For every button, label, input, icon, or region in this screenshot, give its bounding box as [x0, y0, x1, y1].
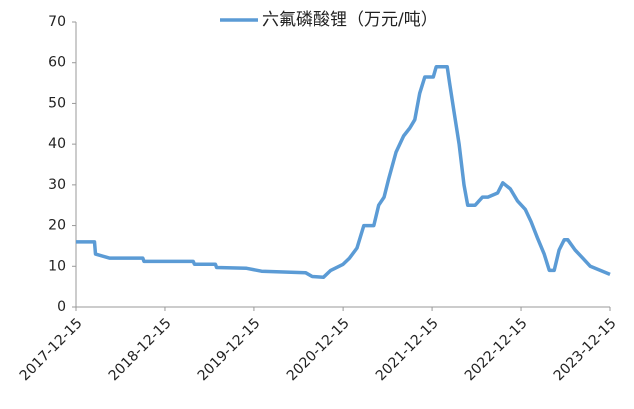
y-tick-label: 50: [48, 95, 66, 111]
x-tick-label: 2023-12-15: [551, 315, 620, 384]
y-tick-label: 10: [48, 258, 66, 274]
y-tick-label: 20: [48, 218, 66, 234]
y-tick-label: 70: [48, 14, 66, 30]
x-tick-label: 2019-12-15: [195, 315, 264, 384]
y-tick-label: 40: [48, 136, 66, 152]
x-tick-label: 2022-12-15: [462, 315, 531, 384]
legend-label: 六氟磷酸锂（万元/吨）: [262, 10, 438, 30]
x-tick-label: 2021-12-15: [373, 315, 442, 384]
y-tick-label: 30: [48, 177, 66, 193]
line: [76, 65, 611, 280]
x-tick-label: 2020-12-15: [284, 315, 353, 384]
y-tick-label: 0: [57, 299, 66, 315]
x-tick-label: 2017-12-15: [17, 315, 86, 384]
y-tick-label: 60: [48, 55, 66, 71]
x-tick-label: 2018-12-15: [106, 315, 175, 384]
